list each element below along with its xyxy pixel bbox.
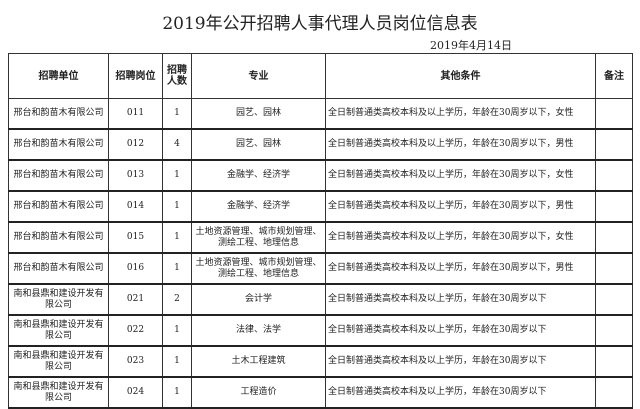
position-cell: 022 (108, 314, 163, 347)
unit-cell: 南和县鼎和建设开发有限公司 (8, 345, 109, 378)
table-row: 邢台和韵苗木有限公司 013 1 金融学、经济学 全日制普通类高校本科及以上学历，年龄在… (8, 159, 633, 192)
conditions-cell: 全日制普通类高校本科及以上学历，年龄在30周岁以下，男性 (325, 190, 596, 223)
unit-cell: 邢台和韵苗木有限公司 (8, 128, 109, 161)
unit-cell: 邢台和韵苗木有限公司 (8, 98, 109, 130)
header-cell: 招聘单位 (8, 53, 109, 99)
remarks-cell (595, 128, 633, 161)
major-cell: 法律、法学 (191, 314, 326, 347)
remarks-cell (595, 221, 633, 254)
major-cell: 工程造价 (191, 376, 326, 409)
unit-cell: 南和县鼎和建设开发有限公司 (8, 376, 109, 409)
header-cell: 招聘人数 (162, 53, 192, 99)
position-cell: 024 (108, 376, 163, 409)
remarks-cell (595, 345, 633, 378)
count-cell: 1 (162, 98, 192, 130)
unit-cell: 南和县鼎和建设开发有限公司 (8, 314, 109, 347)
conditions-cell: 全日制普通类高校本科及以上学历，年龄在30周岁以下，男性 (325, 128, 596, 161)
position-cell: 016 (108, 252, 163, 285)
position-cell: 011 (108, 98, 163, 130)
header-row: 招聘单位 招聘岗位 招聘人数 专业 其他条件 备注 (8, 53, 633, 99)
conditions-cell: 全日制普通类高校本科及以上学历，年龄在30周岁以下 (325, 376, 596, 409)
conditions-cell: 全日制普通类高校本科及以上学历，年龄在30周岁以下，女性 (325, 221, 596, 254)
position-cell: 013 (108, 159, 163, 192)
major-cell: 金融学、经济学 (191, 190, 326, 223)
count-cell: 1 (162, 345, 192, 378)
count-cell: 1 (162, 376, 192, 409)
unit-cell: 邢台和韵苗木有限公司 (8, 252, 109, 285)
remarks-cell (595, 283, 633, 316)
header-cell: 备注 (595, 53, 633, 99)
conditions-cell: 全日制普通类高校本科及以上学历，年龄在30周岁以下 (325, 283, 596, 316)
major-cell: 土木工程建筑 (191, 345, 326, 378)
remarks-cell (595, 159, 633, 192)
position-cell: 021 (108, 283, 163, 316)
unit-cell: 邢台和韵苗木有限公司 (8, 159, 109, 192)
major-cell: 土地资源管理、城市规划管理、测绘工程、地理信息 (191, 252, 326, 285)
conditions-cell: 全日制普通类高校本科及以上学历，年龄在30周岁以下，女性 (325, 159, 596, 192)
table-row: 邢台和韵苗木有限公司 015 1 土地资源管理、城市规划管理、测绘工程、地理信息 全日制… (8, 221, 633, 254)
remarks-cell (595, 190, 633, 223)
position-cell: 023 (108, 345, 163, 378)
date: 2019年4月14日 (430, 39, 512, 52)
count-cell: 1 (162, 221, 192, 254)
count-cell: 1 (162, 190, 192, 223)
table-row: 邢台和韵苗木有限公司 011 1 园艺、园林 全日制普通类高校本科及以上学历，年龄在30… (8, 98, 633, 130)
header-cell: 专业 (191, 53, 326, 99)
remarks-cell (595, 314, 633, 347)
positions-table: 招聘单位 招聘岗位 招聘人数 专业 其他条件 备注 邢台和韵苗木有限公司 011 1… (8, 53, 633, 409)
count-cell: 2 (162, 283, 192, 316)
table-row: 南和县鼎和建设开发有限公司 023 1 土木工程建筑 全日制普通类高校本科及以上学历，年… (8, 345, 633, 378)
position-cell: 015 (108, 221, 163, 254)
table-row: 邢台和韵苗木有限公司 016 1 土地资源管理、城市规划管理、测绘工程、地理信息 全日制… (8, 252, 633, 285)
position-cell: 014 (108, 190, 163, 223)
unit-cell: 邢台和韵苗木有限公司 (8, 221, 109, 254)
major-cell: 金融学、经济学 (191, 159, 326, 192)
table-row: 邢台和韵苗木有限公司 012 4 园艺、园林 全日制普通类高校本科及以上学历，年龄在30… (8, 128, 633, 161)
major-cell: 园艺、园林 (191, 128, 326, 161)
header-cell: 招聘岗位 (108, 53, 163, 99)
remarks-cell (595, 98, 633, 130)
count-cell: 1 (162, 252, 192, 285)
major-cell: 会计学 (191, 283, 326, 316)
header-cell: 其他条件 (325, 53, 596, 99)
conditions-cell: 全日制普通类高校本科及以上学历，年龄在30周岁以下，男性 (325, 252, 596, 285)
major-cell: 土地资源管理、城市规划管理、测绘工程、地理信息 (191, 221, 326, 254)
table-row: 南和县鼎和建设开发有限公司 024 1 工程造价 全日制普通类高校本科及以上学历，年龄在… (8, 376, 633, 409)
conditions-cell: 全日制普通类高校本科及以上学历，年龄在30周岁以下，女性 (325, 98, 596, 130)
unit-cell: 南和县鼎和建设开发有限公司 (8, 283, 109, 316)
remarks-cell (595, 376, 633, 409)
unit-cell: 邢台和韵苗木有限公司 (8, 190, 109, 223)
count-cell: 1 (162, 314, 192, 347)
remarks-cell (595, 252, 633, 285)
table-row: 南和县鼎和建设开发有限公司 022 1 法律、法学 全日制普通类高校本科及以上学历，年龄… (8, 314, 633, 347)
page-title: 2019年公开招聘人事代理人员岗位信息表 (162, 14, 478, 34)
major-cell: 园艺、园林 (191, 98, 326, 130)
count-cell: 1 (162, 159, 192, 192)
table-row: 邢台和韵苗木有限公司 014 1 金融学、经济学 全日制普通类高校本科及以上学历，年龄在… (8, 190, 633, 223)
count-cell: 4 (162, 128, 192, 161)
conditions-cell: 全日制普通类高校本科及以上学历，年龄在30周岁以下 (325, 345, 596, 378)
conditions-cell: 全日制普通类高校本科及以上学历，年龄在30周岁以下 (325, 314, 596, 347)
table-row: 南和县鼎和建设开发有限公司 021 2 会计学 全日制普通类高校本科及以上学历，年龄在3… (8, 283, 633, 316)
position-cell: 012 (108, 128, 163, 161)
